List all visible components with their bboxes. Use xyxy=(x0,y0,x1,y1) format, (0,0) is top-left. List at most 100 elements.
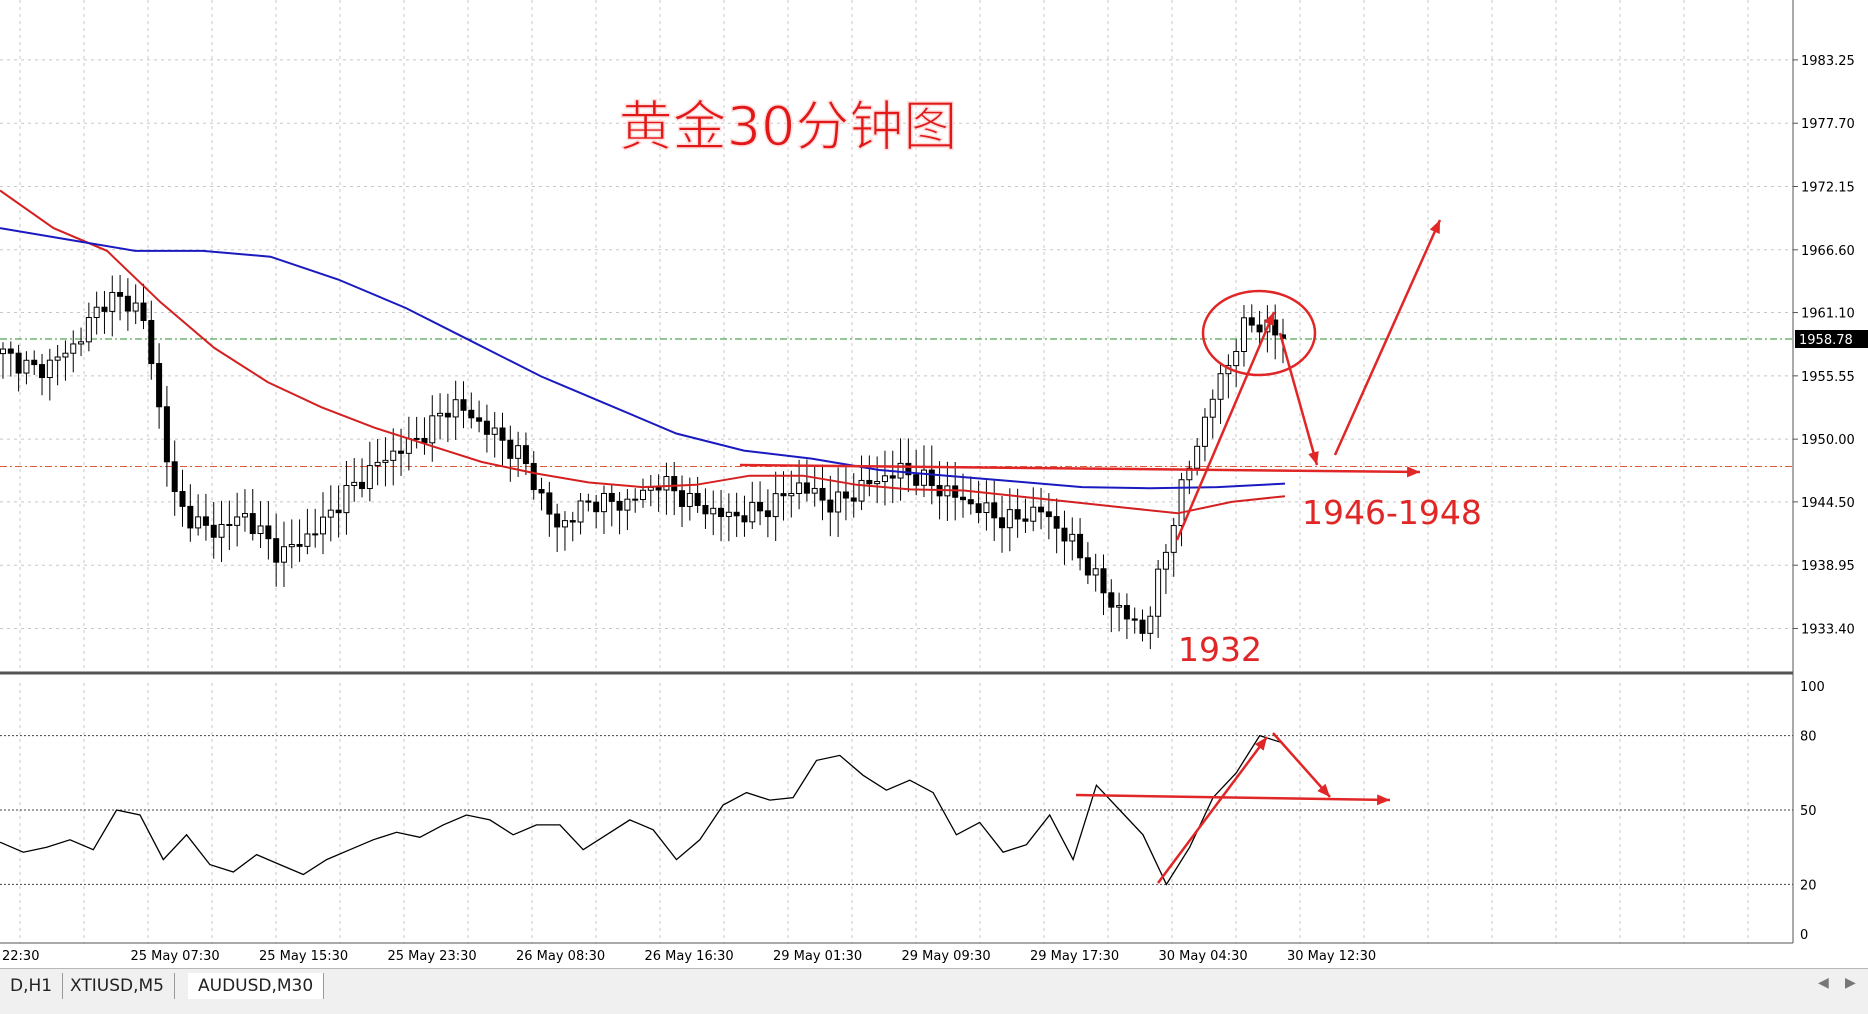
bearish-candle xyxy=(655,486,662,491)
current-price-label: 1958.78 xyxy=(1799,333,1853,348)
bullish-candle xyxy=(1194,445,1201,469)
bearish-candle xyxy=(359,481,366,490)
price-tick-label: 1961.10 xyxy=(1801,307,1855,322)
oscillator-pullback-arrow-head xyxy=(1317,783,1330,797)
bullish-candle xyxy=(351,481,358,486)
bullish-candle xyxy=(491,427,498,435)
bullish-candle xyxy=(374,461,381,467)
bearish-candle xyxy=(15,352,22,374)
bearish-candle xyxy=(905,462,912,476)
price-tick-label: 1983.25 xyxy=(1801,54,1855,69)
bearish-candle xyxy=(546,492,553,515)
highlight-circle xyxy=(1201,289,1317,377)
bearish-candle xyxy=(202,516,209,526)
time-tick-label: 25 May 07:30 xyxy=(131,949,220,964)
bullish-candle xyxy=(710,507,717,515)
tab-symbol-1[interactable]: D,H1 xyxy=(0,973,64,999)
bearish-candle xyxy=(179,490,186,507)
current-price-box xyxy=(1795,330,1868,349)
bearish-candle xyxy=(842,491,849,499)
bullish-candle xyxy=(1178,479,1185,527)
bullish-candle xyxy=(327,509,334,518)
time-tick-label: 29 May 01:30 xyxy=(773,949,862,964)
bullish-candle xyxy=(920,469,927,486)
bullish-candle xyxy=(749,501,756,523)
bearish-candle xyxy=(866,479,873,485)
bearish-candle xyxy=(780,493,787,497)
bearish-candle xyxy=(1014,509,1021,520)
bearish-candle xyxy=(803,482,810,494)
bullish-candle xyxy=(1162,551,1169,570)
rally-arrow-head xyxy=(1263,312,1274,326)
bearish-candle xyxy=(960,496,966,501)
bullish-candle xyxy=(796,482,803,494)
bearish-candle xyxy=(671,476,678,492)
bearish-candle xyxy=(569,520,576,523)
bullish-candle xyxy=(811,487,818,494)
bearish-candle xyxy=(554,513,561,528)
bearish-candle xyxy=(679,490,686,507)
bearish-candle xyxy=(1100,568,1107,594)
bearish-candle xyxy=(163,406,170,463)
bullish-candle xyxy=(390,450,397,461)
bearish-candle xyxy=(827,499,834,513)
time-tick-label: 25 May 23:30 xyxy=(388,949,477,964)
bullish-candle xyxy=(1217,373,1224,400)
bearish-candle xyxy=(460,399,467,411)
bearish-candle xyxy=(187,505,194,529)
bullish-candle xyxy=(1030,506,1037,522)
bullish-candle xyxy=(85,317,92,343)
bearish-candle xyxy=(1108,592,1115,608)
bearish-candle xyxy=(928,469,935,487)
bearish-candle xyxy=(850,497,857,502)
tab-xtiusd-m5[interactable]: XTIUSD,M5 xyxy=(60,973,175,999)
price-tick-label: 1933.40 xyxy=(1801,623,1855,638)
bearish-candle xyxy=(913,474,920,486)
scroll-left-icon[interactable]: ◀ xyxy=(1818,975,1829,991)
bullish-candle xyxy=(257,525,264,535)
bearish-candle xyxy=(210,524,217,538)
oscillator-line xyxy=(0,734,1284,886)
bullish-candle xyxy=(132,302,139,312)
price-tick-label: 1955.55 xyxy=(1801,370,1855,385)
bullish-candle xyxy=(600,492,607,513)
bullish-candle xyxy=(1209,398,1216,418)
bearish-candle xyxy=(398,450,405,454)
bearish-candle xyxy=(593,501,600,513)
oscillator-level-arrow-head xyxy=(1377,794,1390,806)
red-moving-average xyxy=(0,189,1286,515)
bullish-candle xyxy=(647,486,654,491)
bullish-candle xyxy=(858,479,865,502)
bearish-candle xyxy=(522,445,529,465)
bullish-candle xyxy=(881,475,888,483)
bearish-candle xyxy=(1123,605,1130,620)
bullish-candle xyxy=(93,306,100,319)
price-chart-canvas[interactable]: 1983.25 1977.70 1972.15 1966.60 1961.10 1955.… xyxy=(0,0,1868,968)
bullish-candle xyxy=(452,399,459,418)
oscillator-tick-label: 80 xyxy=(1800,730,1817,745)
bearish-candle xyxy=(499,427,506,441)
target-arrow-head xyxy=(1429,220,1440,234)
bullish-candle xyxy=(561,520,568,528)
bullish-candle xyxy=(1092,568,1099,576)
bearish-candle xyxy=(1248,317,1255,326)
bearish-candle xyxy=(296,544,303,547)
tab-audusd-m30[interactable]: AUDUSD,M30 xyxy=(188,973,325,999)
bullish-candle xyxy=(218,523,225,538)
bearish-candle xyxy=(476,417,483,422)
bearish-candle xyxy=(140,302,147,322)
support-zone-arrow xyxy=(739,463,1421,474)
rally-arrow xyxy=(1175,311,1276,541)
bearish-candle xyxy=(468,409,475,419)
bearish-candle xyxy=(733,511,740,517)
bullish-candle xyxy=(437,412,444,417)
bearish-candle xyxy=(226,523,233,526)
bearish-candle xyxy=(156,363,163,408)
time-tick-label: 29 May 09:30 xyxy=(902,949,991,964)
bullish-candle xyxy=(577,500,584,523)
bearish-candle xyxy=(249,513,256,535)
oscillator-tick-label: 100 xyxy=(1800,680,1825,695)
bearish-candle xyxy=(31,359,38,366)
scroll-right-icon[interactable]: ▶ xyxy=(1845,975,1856,991)
